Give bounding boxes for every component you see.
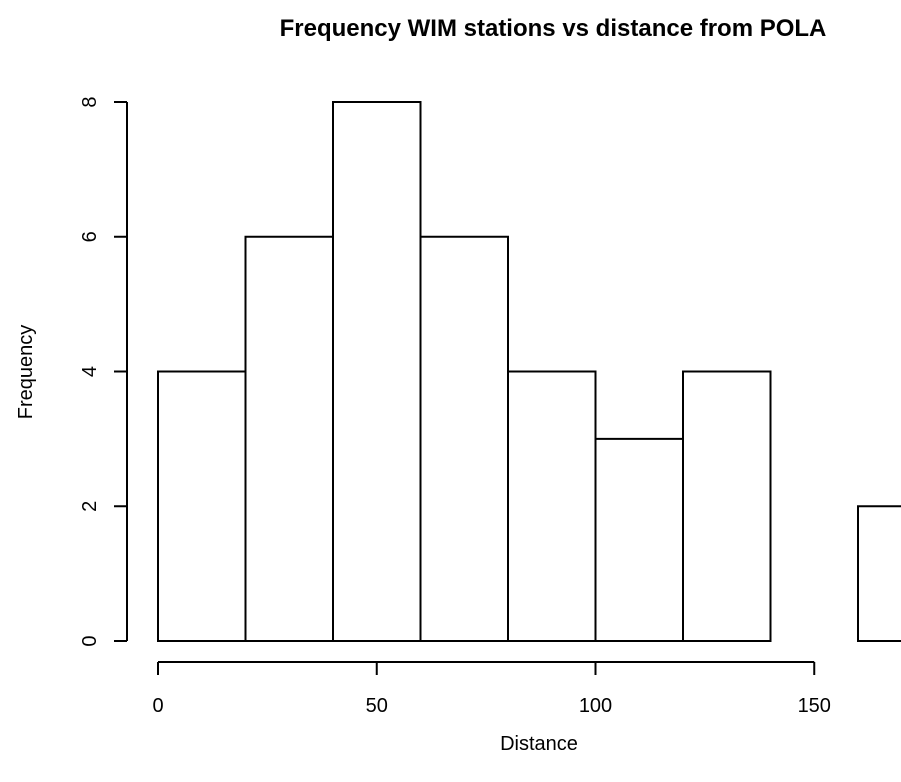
histogram-bar xyxy=(857,505,901,642)
y-tick-label: 8 xyxy=(79,96,101,107)
histogram-bar xyxy=(419,235,509,642)
x-tick-label: 150 xyxy=(798,695,831,717)
x-axis: 0 50 100 150 xyxy=(152,661,831,717)
histogram-bar xyxy=(682,370,772,642)
histogram-bar xyxy=(244,235,334,642)
bars-group xyxy=(157,101,901,642)
x-tick-label: 0 xyxy=(152,695,163,717)
y-tick-label: 6 xyxy=(79,231,101,242)
y-axis-label: Frequency xyxy=(15,325,37,420)
x-tick-label: 100 xyxy=(579,695,612,717)
x-tick-label: 50 xyxy=(366,695,388,717)
y-tick-label: 0 xyxy=(79,635,101,646)
histogram-bar xyxy=(594,437,684,642)
histogram-bar xyxy=(332,101,422,642)
x-axis-label: Distance xyxy=(500,733,578,755)
y-tick-label: 2 xyxy=(79,501,101,512)
y-tick-label: 4 xyxy=(79,366,101,377)
histogram-bar xyxy=(507,370,597,642)
y-axis: 0 2 4 6 8 xyxy=(79,96,128,647)
chart-title: Frequency WIM stations vs distance from … xyxy=(280,15,827,42)
histogram-bar xyxy=(157,370,247,642)
